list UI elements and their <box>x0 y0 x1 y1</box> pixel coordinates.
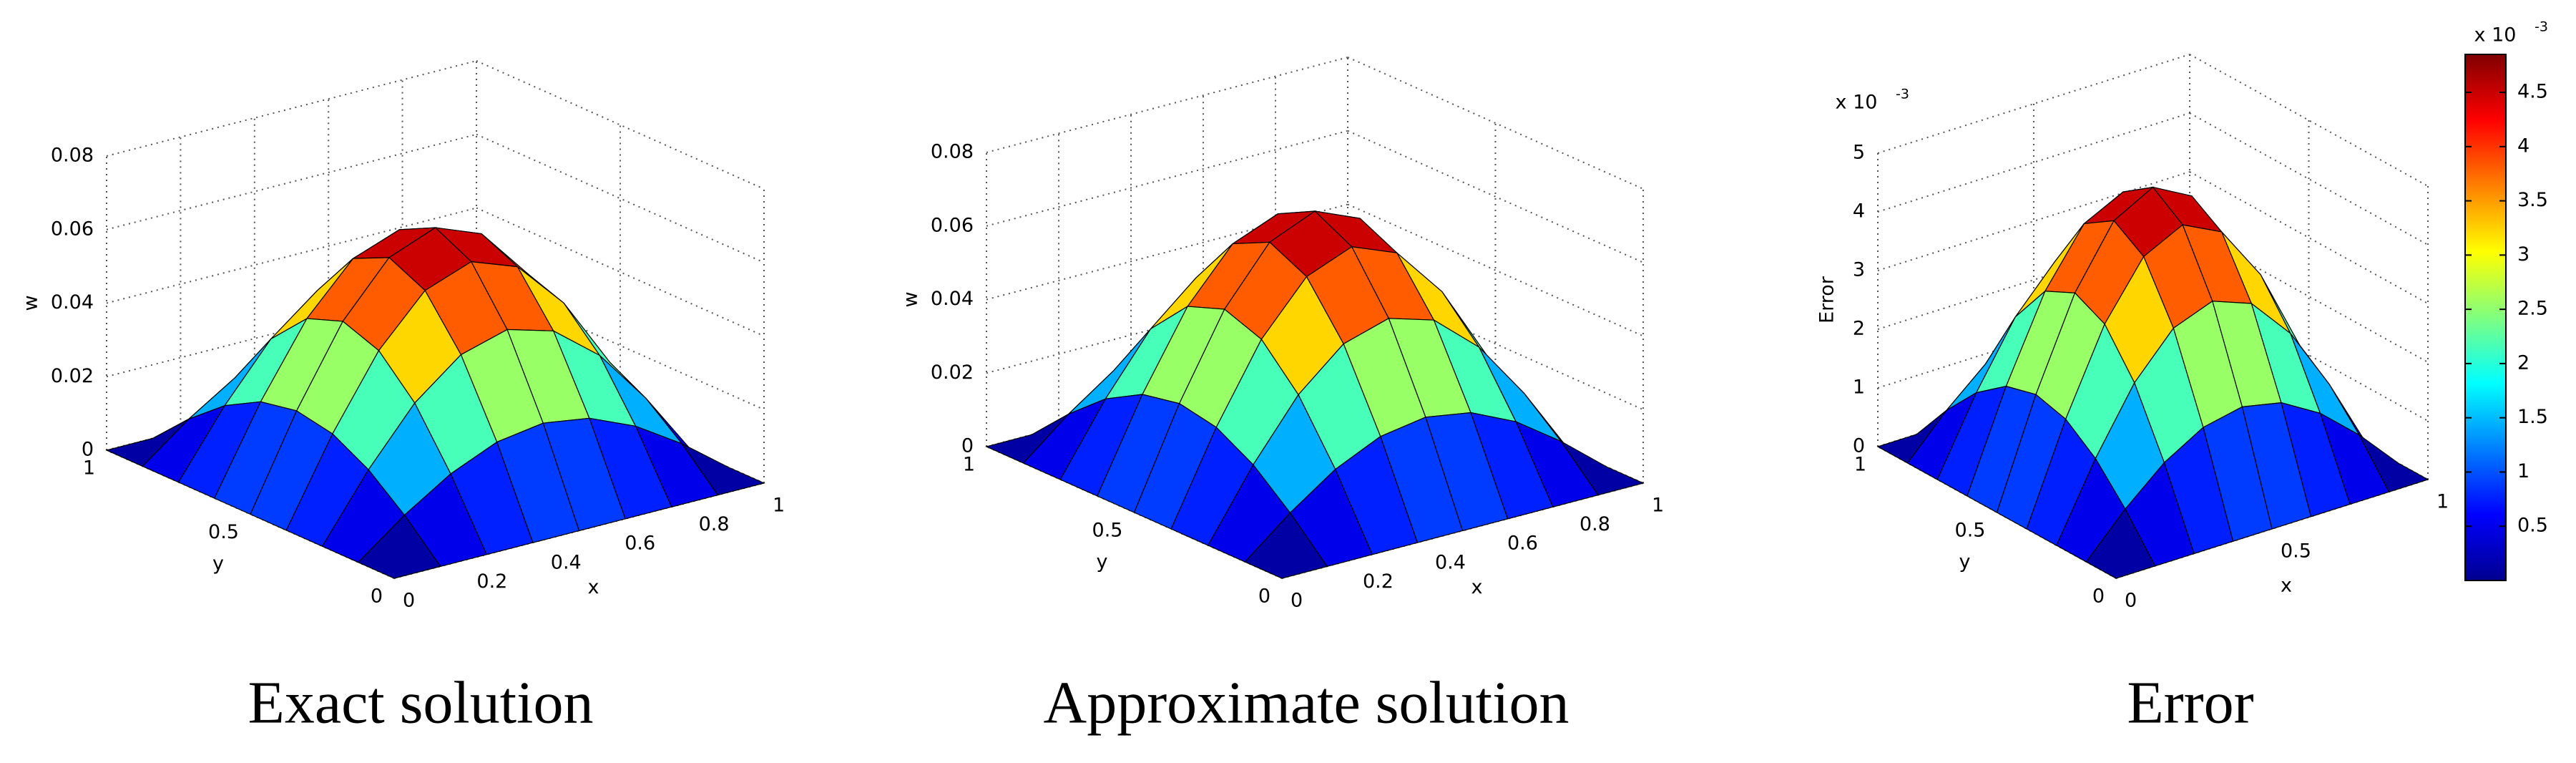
colorbar-tick-label: 4 <box>2517 135 2530 157</box>
y-tick-label: 0.5 <box>1092 520 1123 542</box>
x-tick-label: 0 <box>403 590 415 612</box>
z-tick-label: 2 <box>1853 318 1865 340</box>
colorbar-exponent-power: -3 <box>2535 19 2548 35</box>
y-tick-label: 0.5 <box>208 521 239 543</box>
z-tick-label: 5 <box>1853 142 1865 164</box>
grid-line <box>476 207 765 337</box>
x-tick-label: 1 <box>1652 495 1664 517</box>
x-tick-label: 1 <box>2437 491 2449 513</box>
colorbar-tick-label: 4.5 <box>2517 81 2548 103</box>
colorbar-tick-label: 3.5 <box>2517 189 2548 211</box>
x-tick-label: 0.8 <box>699 513 730 535</box>
grid-line <box>1347 130 1644 263</box>
z-axis-label: Error <box>1816 276 1838 324</box>
z-tick-label: 0.04 <box>931 288 974 310</box>
y-tick-label: 1 <box>963 454 975 476</box>
y-tick-label: 1 <box>1854 454 1866 476</box>
colorbar-tick-label: 2.5 <box>2517 298 2548 320</box>
grid-line <box>1347 277 1644 411</box>
x-tick-label: 0.2 <box>476 570 507 593</box>
grid-line <box>106 60 477 157</box>
surface-plot: 00.020.040.060.0800.20.40.60.8100.51xywA… <box>900 57 1664 736</box>
caption: Error <box>2127 669 2253 736</box>
z-exponent-power: -3 <box>1896 87 1909 102</box>
y-axis-label: y <box>212 553 224 575</box>
z-tick-label: 0.02 <box>931 361 974 384</box>
z-axis-label: w <box>20 295 42 311</box>
grid-line <box>476 133 765 263</box>
z-tick-label: 0 <box>1853 435 1865 457</box>
x-tick-label: 0.6 <box>625 533 655 555</box>
z-tick-label: 0.04 <box>51 291 94 314</box>
z-tick-label: 0 <box>961 435 974 457</box>
y-tick-label: 0.5 <box>1955 520 1986 542</box>
z-axis-label: w <box>900 291 922 307</box>
colorbar-exponent-base: x 10 <box>2474 24 2517 47</box>
x-tick-label: 0 <box>2125 590 2137 612</box>
colorbar-tick-label: 1 <box>2517 460 2530 482</box>
z-tick-label: 0.02 <box>51 365 94 387</box>
z-tick-label: 0.06 <box>51 218 94 240</box>
surface-cell <box>1244 512 1328 579</box>
colorbar-tick-label: 1.5 <box>2517 406 2548 428</box>
z-tick-label: 0.06 <box>931 214 974 236</box>
x-tick-label: 0.4 <box>551 551 582 573</box>
x-tick-label: 0.2 <box>1363 570 1394 593</box>
x-axis-label: x <box>588 576 599 598</box>
z-tick-label: 4 <box>1853 200 1865 223</box>
surface-cell <box>357 514 441 579</box>
y-axis-label: y <box>1097 551 1108 573</box>
grid-line <box>106 133 477 230</box>
x-tick-label: 0.8 <box>1580 513 1610 535</box>
y-tick-label: 0 <box>1258 585 1270 608</box>
z-tick-label: 1 <box>1853 376 1865 399</box>
grid-line <box>106 281 477 378</box>
y-tick-label: 1 <box>83 457 95 480</box>
colorbar-tick-label: 0.5 <box>2517 515 2548 537</box>
x-axis-label: x <box>1471 576 1483 598</box>
z-exponent-base: x 10 <box>1836 92 1878 114</box>
y-tick-label: 0 <box>371 585 383 608</box>
y-tick-label: 0 <box>2092 585 2105 608</box>
z-tick-label: 0 <box>82 439 94 461</box>
x-tick-label: 0 <box>1291 590 1303 612</box>
colorbar <box>2464 54 2507 581</box>
colorbar-tick-label: 2 <box>2517 351 2530 374</box>
x-axis-label: x <box>2281 575 2292 597</box>
z-tick-label: 0.08 <box>931 141 974 163</box>
grid-line <box>106 207 477 304</box>
z-tick-label: 0.08 <box>51 145 94 167</box>
caption: Approximate solution <box>1044 669 1569 736</box>
colorbar-tick-label: 3 <box>2517 243 2530 266</box>
x-tick-label: 0.6 <box>1507 533 1538 555</box>
surface-cell <box>2085 508 2156 579</box>
grid-line <box>1347 203 1644 337</box>
x-tick-label: 0.5 <box>2281 540 2311 563</box>
surface-plot: 00.020.040.060.0800.20.40.60.8100.51xywE… <box>20 60 785 736</box>
x-tick-label: 0.4 <box>1435 551 1466 573</box>
x-tick-label: 1 <box>773 495 785 517</box>
grid-line <box>1347 57 1644 190</box>
z-tick-label: 3 <box>1853 259 1865 281</box>
caption: Exact solution <box>248 669 594 736</box>
grid-line <box>476 60 765 190</box>
y-axis-label: y <box>1959 551 1971 573</box>
